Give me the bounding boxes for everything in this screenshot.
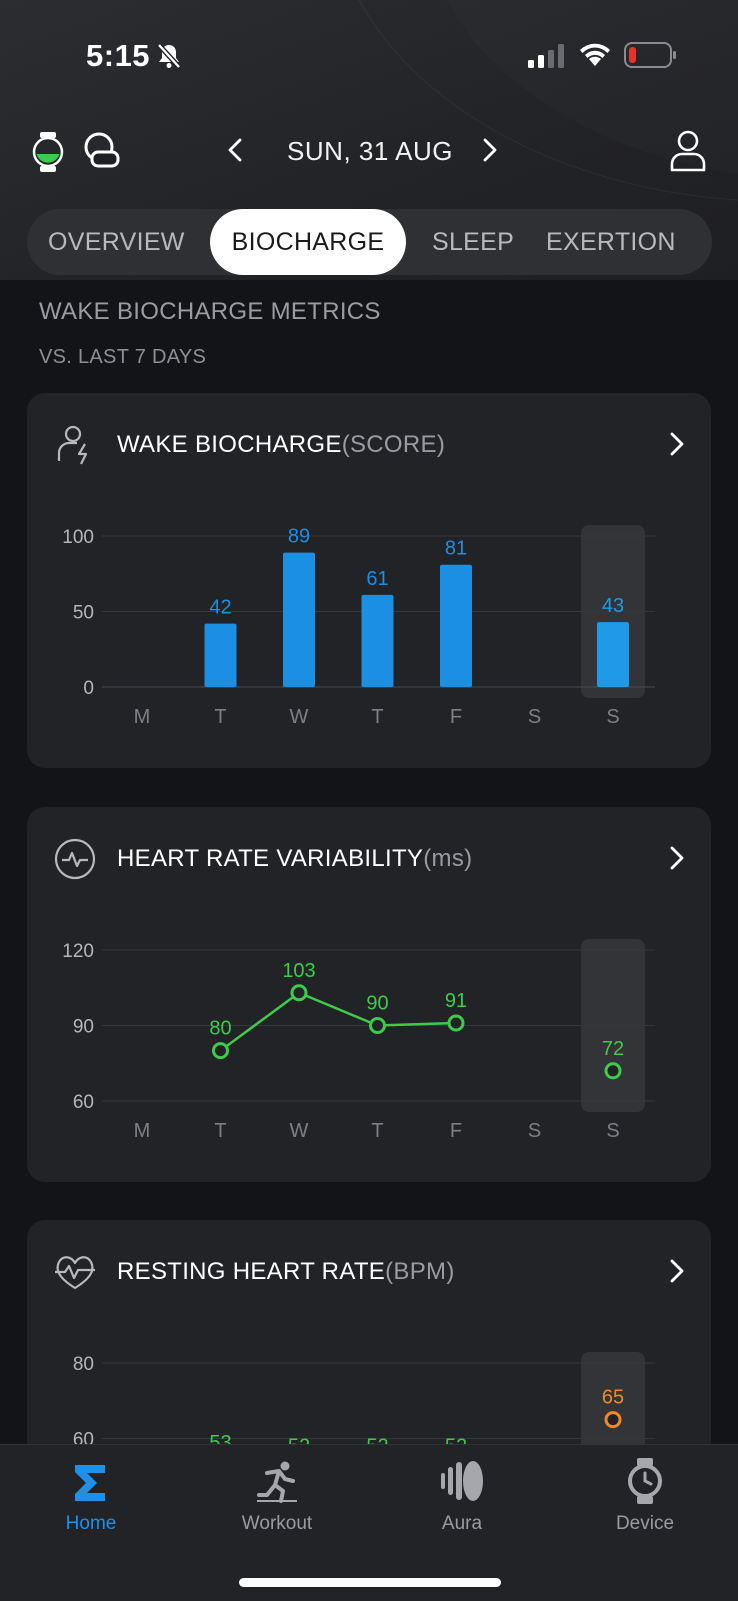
bar <box>204 623 237 687</box>
day-label: M <box>134 706 151 728</box>
cellular-signal-icon <box>528 44 564 68</box>
biocharge-person-icon <box>57 425 88 465</box>
battery-low-icon <box>624 42 676 68</box>
tab-biocharge[interactable]: BIOCHARGE <box>210 209 406 275</box>
data-label: 42 <box>209 597 231 619</box>
wake-biocharge-chart: 0 50 100 M T W T F S S 42 89 61 81 43 <box>62 525 655 728</box>
day-label: F <box>450 706 462 728</box>
y-tick-label: 80 <box>73 1354 94 1375</box>
data-label: 103 <box>282 960 315 982</box>
card-title: HEART RATE VARIABILITY(ms) <box>117 845 473 872</box>
aura-icon <box>441 1461 483 1501</box>
day-label: W <box>290 1120 309 1142</box>
data-point <box>290 984 308 1002</box>
watch-battery-icon[interactable] <box>30 132 66 172</box>
bar <box>440 564 472 687</box>
card-title: RESTING HEART RATE(BPM) <box>117 1258 455 1285</box>
data-label: 72 <box>602 1038 624 1060</box>
y-tick-label: 50 <box>73 603 94 624</box>
tab-bar: OVERVIEW BIOCHARGE SLEEP EXERTION <box>27 209 712 275</box>
pulse-circle-icon <box>54 838 96 880</box>
day-label: T <box>371 706 383 728</box>
bar <box>283 552 315 687</box>
data-label: 65 <box>602 1387 624 1409</box>
hrv-chart: 60 90 120 M T W T F S S 80 103 90 91 72 <box>62 939 655 1142</box>
data-point <box>369 1017 386 1034</box>
series-line <box>377 1021 457 1027</box>
card-title: WAKE BIOCHARGE(SCORE) <box>117 431 446 458</box>
profile-icon[interactable] <box>670 130 706 172</box>
y-tick-label: 120 <box>62 941 94 962</box>
data-label: 89 <box>288 526 310 548</box>
watch-icon <box>628 1458 662 1504</box>
data-label: 43 <box>602 595 624 617</box>
previous-day-chevron-icon[interactable] <box>226 137 244 163</box>
wake-biocharge-card[interactable]: WAKE BIOCHARGE(SCORE) 0 50 100 M T W T F S S 42 89 6… <box>27 393 711 768</box>
series-line <box>298 991 378 1027</box>
home-sigma-icon <box>75 1465 105 1501</box>
data-label: 90 <box>366 993 388 1015</box>
data-label: 81 <box>445 538 467 560</box>
data-label: 80 <box>209 1018 231 1040</box>
nav-home[interactable]: Home <box>21 1445 161 1535</box>
day-label: S <box>528 1120 541 1142</box>
chevron-right-icon[interactable] <box>669 1258 685 1284</box>
day-label: S <box>606 706 619 728</box>
data-point <box>604 1062 622 1080</box>
ring-device-icon[interactable] <box>82 130 122 170</box>
chevron-right-icon[interactable] <box>669 845 685 871</box>
day-label: S <box>606 1120 619 1142</box>
nav-device[interactable]: Device <box>575 1445 715 1535</box>
y-tick-label: 100 <box>62 527 94 548</box>
heartbeat-icon <box>55 1256 95 1290</box>
day-label: S <box>528 706 541 728</box>
series-line <box>219 991 300 1052</box>
day-label: F <box>450 1120 462 1142</box>
silent-bell-icon <box>156 42 182 70</box>
home-indicator <box>239 1578 501 1587</box>
data-point <box>604 1411 622 1429</box>
status-bar: 5:15 <box>0 0 738 110</box>
day-label: W <box>290 706 309 728</box>
chevron-right-icon[interactable] <box>669 431 685 457</box>
day-label: T <box>214 1120 226 1142</box>
section-subtitle: VS. LAST 7 DAYS <box>39 346 207 368</box>
data-point <box>447 1014 465 1032</box>
y-tick-label: 90 <box>73 1017 94 1038</box>
hrv-card[interactable]: HEART RATE VARIABILITY(ms) 60 90 120 M T W T F S… <box>27 807 711 1182</box>
data-label: 91 <box>445 990 467 1012</box>
data-point <box>212 1042 229 1060</box>
data-label: 61 <box>366 568 388 590</box>
nav-label: Workout <box>241 1513 313 1534</box>
tab-overview[interactable]: OVERVIEW <box>48 228 185 256</box>
tab-sleep[interactable]: SLEEP <box>432 228 515 256</box>
current-date[interactable]: SUN, 31 AUG <box>287 136 453 166</box>
section-title: WAKE BIOCHARGE METRICS <box>39 298 381 325</box>
wifi-icon <box>580 43 610 66</box>
running-person-icon <box>257 1461 297 1503</box>
y-tick-label: 60 <box>73 1092 94 1113</box>
day-label: T <box>371 1120 383 1142</box>
bar <box>597 622 629 687</box>
day-label: M <box>134 1120 151 1142</box>
tab-exertion[interactable]: EXERTION <box>546 228 676 256</box>
nav-aura[interactable]: Aura <box>392 1445 532 1535</box>
day-label: T <box>214 706 226 728</box>
bar <box>361 594 394 687</box>
y-tick-label: 0 <box>83 678 94 699</box>
next-day-chevron-icon[interactable] <box>481 137 499 163</box>
nav-label: Home <box>65 1513 117 1534</box>
nav-workout[interactable]: Workout <box>207 1445 347 1535</box>
status-time: 5:15 <box>86 38 151 73</box>
nav-label: Device <box>615 1513 675 1534</box>
nav-label: Aura <box>441 1513 483 1534</box>
bottom-nav: Home Workout Aura Device <box>0 1444 738 1601</box>
